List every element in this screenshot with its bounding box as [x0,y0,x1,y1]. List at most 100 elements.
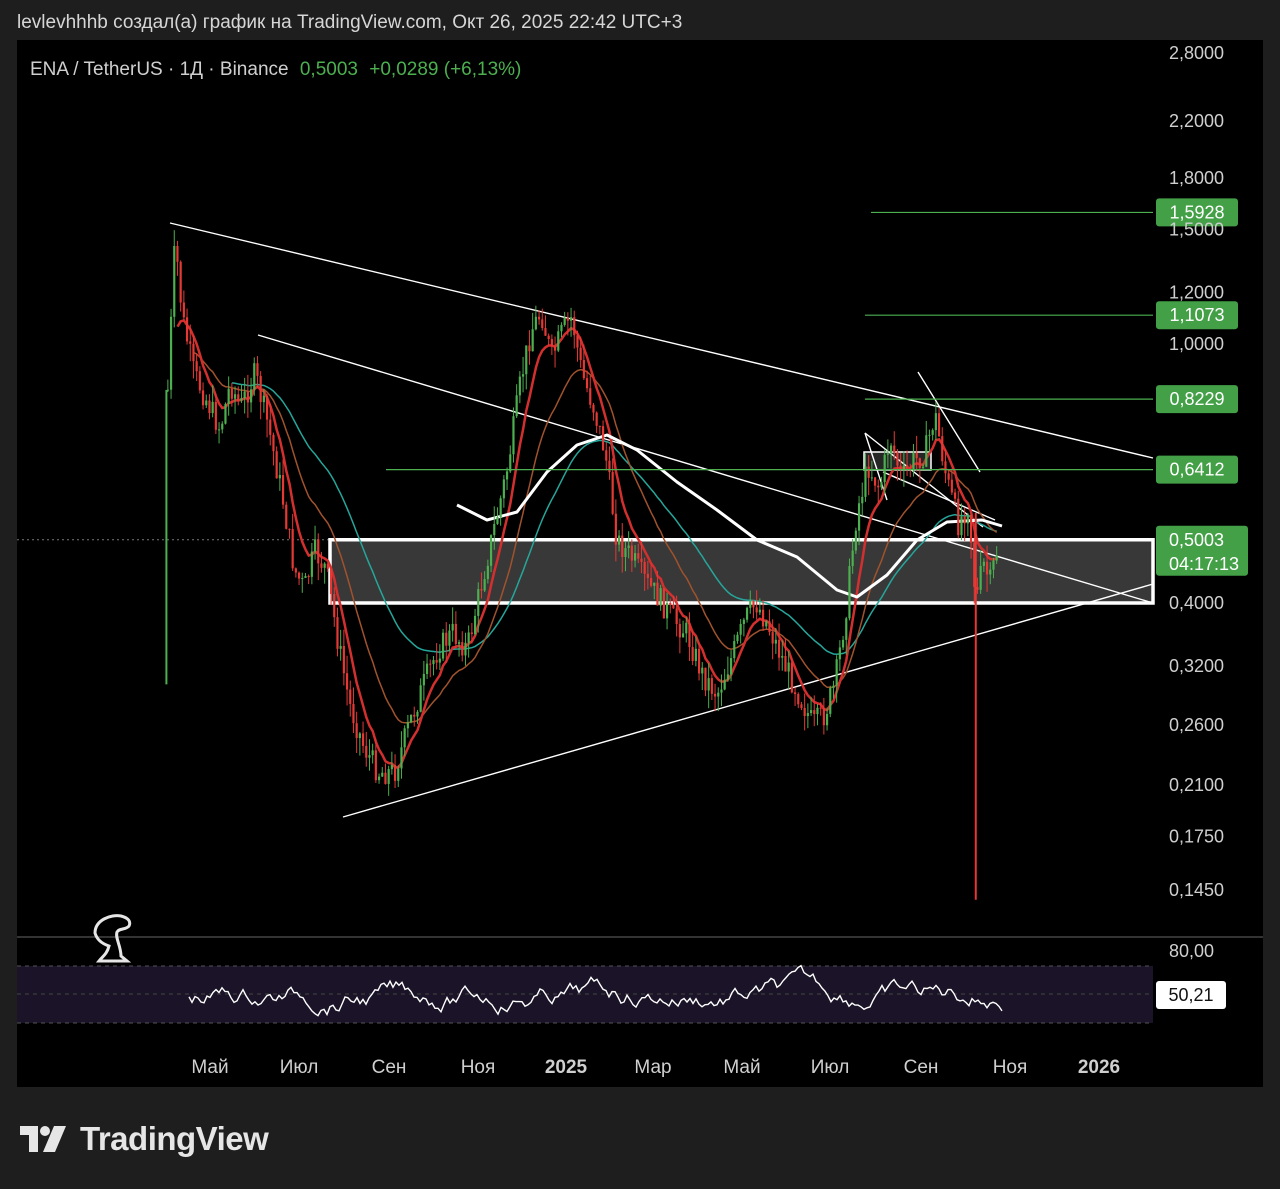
candle-body [579,347,582,361]
candle-body [176,245,179,262]
current-price-label: 0,5003 [1169,530,1224,550]
candle-body [246,391,249,403]
candle-body [259,375,262,403]
candle-body [976,586,979,590]
candle-body [909,468,912,470]
candle-body [387,769,390,784]
candle-body [342,646,345,674]
candles [165,230,998,900]
current-price-tag [1156,525,1248,576]
candle-body [470,632,473,634]
trendline [257,334,1154,604]
candle-body [781,655,784,658]
price-axis[interactable]: 2,8000 2,2000 1,8000 1,5000 1,2000 1,0000 0,40… [1169,43,1224,900]
candle-body [947,473,950,480]
candle-body [630,545,633,561]
candle-body [704,667,707,691]
candle-body [697,648,701,674]
candle-body [486,565,489,580]
candle-body [179,261,182,303]
time-tick: Июл [280,1057,319,1078]
candle-body [192,343,195,362]
candle-body [701,667,704,674]
trendline [917,371,981,473]
candle-body [861,496,864,504]
candle-body [269,419,272,435]
candle-body [934,413,937,431]
candle-body [169,316,173,390]
candle-body [845,618,848,640]
candle-body [368,755,371,758]
candle-body [272,434,275,452]
level-tag [1156,455,1238,484]
candle-body [918,458,921,468]
candle-body [605,450,608,461]
candle-body [736,634,739,642]
rsi-upper-label: 80,00 [1169,941,1214,961]
candle-body [438,658,441,663]
candle-body [793,692,797,695]
rsi-line [188,964,1003,1017]
trendline [169,222,1154,459]
candle-body [502,479,505,499]
price-chart[interactable]: 1,5928 1,1073 0,8229 0,6412 0,5003 04:17:13 2… [17,40,1263,1087]
candle-body [217,429,221,431]
candle-body [397,768,400,781]
candle-body [550,339,553,347]
candle-body [662,588,665,619]
candle-body [256,363,259,376]
time-axis[interactable]: Май Июл Сен Ноя 2025 Мар Май Июл Сен Ноя 2026 [191,1057,1120,1078]
candle-body [563,317,566,325]
candle-body [585,378,589,389]
candle-body [294,568,297,573]
price-tick: 1,8000 [1169,168,1224,188]
candle-body [419,685,422,712]
candle-body [198,371,201,391]
candle-body [729,658,733,675]
candle-body [816,707,819,715]
candle-body [393,765,397,781]
candle-body [435,660,438,663]
candle-body [582,360,585,379]
candle-body [288,528,291,530]
candle-body [710,678,713,694]
candle-body [883,454,886,483]
legend-symbol[interactable]: ENA / TetherUS · 1Д · Binance [30,59,289,80]
level-tag [1156,385,1238,414]
candle-body [528,345,531,352]
candle-body [889,445,893,454]
candle-body [678,623,681,638]
candle-body [832,685,835,688]
ema-mid [193,351,998,724]
footer-logo[interactable]: TradingView [20,1120,269,1158]
candle-body [278,475,281,479]
candle-body [201,390,205,406]
candle-body [445,632,448,646]
candle-body [323,563,326,568]
candle-body [854,530,857,551]
candle-body [912,452,915,470]
rsi-pane[interactable]: 80,00 50,21 [17,941,1226,1024]
chart-area[interactable]: 1,5928 1,1073 0,8229 0,6412 0,5003 04:17:13 2… [17,40,1263,1087]
price-tick: 0,3200 [1169,656,1224,676]
fib-levels[interactable]: 1,5928 1,1073 0,8229 0,6412 0,5003 04:17:13 [386,198,1248,576]
candle-body [797,694,800,705]
candle-body [880,482,883,488]
candle-body [595,412,598,426]
candle-body [659,588,662,606]
candle-body [953,492,957,499]
candle-body [694,648,697,661]
candle-body [819,707,822,709]
candle-body [333,594,336,618]
candle-body [317,539,320,564]
candle-body [915,452,918,459]
candle-body [787,662,790,672]
candle-body [621,535,624,557]
candle-body [755,607,758,613]
support-zone[interactable] [328,451,1155,605]
candle-body [989,569,992,575]
trendlines[interactable] [169,222,1154,818]
candle-body [829,687,832,714]
candle-body [429,663,432,665]
candle-body [784,655,787,672]
